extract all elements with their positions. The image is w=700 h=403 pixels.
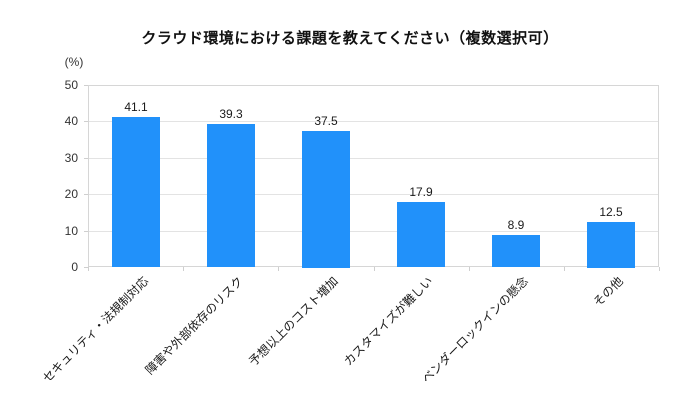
gridline <box>88 194 659 195</box>
gridline <box>88 231 659 232</box>
category-label: 障害や外部依存のリスク <box>142 274 246 378</box>
y-axis-tick-mark <box>84 85 88 86</box>
x-axis-tick-mark <box>659 267 660 271</box>
bar-value-label: 12.5 <box>599 205 623 219</box>
bar <box>112 117 160 267</box>
x-axis-tick-mark <box>183 267 184 271</box>
category-label: セキュリティ・法規制対応 <box>39 274 151 386</box>
chart-title: クラウド環境における課題を教えてください（複数選択可） <box>141 30 559 47</box>
gridline <box>88 121 659 122</box>
y-axis-tick-mark <box>84 231 88 232</box>
y-axis-tick-label: 40 <box>64 114 78 128</box>
gridline <box>88 158 659 159</box>
y-axis-tick-mark <box>84 121 88 122</box>
bar-value-label: 39.3 <box>219 107 243 121</box>
bar-value-label: 37.5 <box>314 114 338 128</box>
y-axis-tick-label: 10 <box>64 224 78 238</box>
bar <box>587 222 635 268</box>
y-axis-tick-label: 30 <box>64 151 78 165</box>
y-axis-tick-mark <box>84 267 88 268</box>
bar-value-label: 17.9 <box>409 185 433 199</box>
x-axis-tick-mark <box>564 267 565 271</box>
y-axis-unit-label: (%) <box>64 55 84 69</box>
category-label: ベンダーロックインの懸念 <box>419 274 531 386</box>
bar-value-label: 41.1 <box>124 100 148 114</box>
category-label: 予想以上のコスト増加 <box>246 274 341 369</box>
plot-border <box>88 85 659 267</box>
bar <box>207 124 255 267</box>
x-axis-tick-mark <box>278 267 279 271</box>
y-axis-tick-mark <box>84 158 88 159</box>
bar-value-label: 8.9 <box>507 218 525 232</box>
y-axis-tick-label: 0 <box>71 260 78 274</box>
category-label: カスタマイズが難しい <box>341 274 436 369</box>
bar <box>302 131 350 268</box>
category-label: その他 <box>590 274 626 310</box>
bar <box>492 235 540 267</box>
y-axis-tick-label: 50 <box>64 78 78 92</box>
x-axis-tick-mark <box>469 267 470 271</box>
bar <box>397 202 445 267</box>
x-axis-tick-mark <box>374 267 375 271</box>
x-axis-tick-mark <box>88 267 89 271</box>
y-axis-tick-label: 20 <box>64 187 78 201</box>
y-axis-tick-mark <box>84 194 88 195</box>
